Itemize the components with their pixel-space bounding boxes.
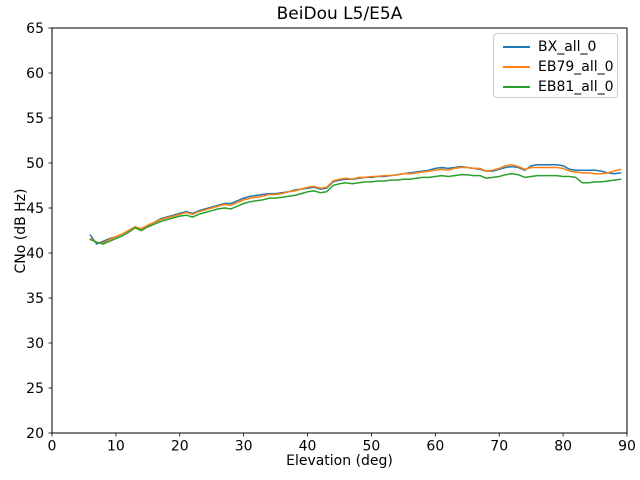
svg-text:35: 35 xyxy=(26,291,44,307)
svg-text:50: 50 xyxy=(26,156,44,172)
svg-text:30: 30 xyxy=(26,336,44,352)
svg-text:70: 70 xyxy=(490,439,508,455)
svg-text:40: 40 xyxy=(299,439,317,455)
svg-text:65: 65 xyxy=(26,21,44,37)
svg-text:90: 90 xyxy=(618,439,636,455)
svg-text:45: 45 xyxy=(26,201,44,217)
svg-text:10: 10 xyxy=(107,439,125,455)
svg-text:50: 50 xyxy=(363,439,381,455)
chart-title: BeiDou L5/E5A xyxy=(276,4,403,24)
svg-text:30: 30 xyxy=(235,439,253,455)
svg-text:20: 20 xyxy=(171,439,189,455)
svg-text:55: 55 xyxy=(26,111,44,127)
legend-label: EB79_all_0 xyxy=(538,59,614,75)
legend-item: EB81_all_0 xyxy=(494,77,617,97)
legend: BX_all_0 EB79_all_0 EB81_all_0 xyxy=(493,33,618,98)
legend-item: EB79_all_0 xyxy=(494,57,617,77)
legend-line-swatch xyxy=(503,66,530,68)
x-axis-label: Elevation (deg) xyxy=(286,453,393,469)
svg-text:25: 25 xyxy=(26,381,44,397)
legend-line-swatch xyxy=(503,46,530,48)
svg-text:0: 0 xyxy=(48,439,57,455)
svg-text:20: 20 xyxy=(26,426,44,442)
legend-label: EB81_all_0 xyxy=(538,79,614,95)
legend-label: BX_all_0 xyxy=(538,39,597,55)
legend-item: BX_all_0 xyxy=(494,37,617,57)
y-axis-label: CNo (dB Hz) xyxy=(13,188,29,274)
svg-text:80: 80 xyxy=(554,439,572,455)
svg-text:60: 60 xyxy=(426,439,444,455)
svg-text:40: 40 xyxy=(26,246,44,262)
svg-text:60: 60 xyxy=(26,66,44,82)
legend-line-swatch xyxy=(503,86,530,88)
